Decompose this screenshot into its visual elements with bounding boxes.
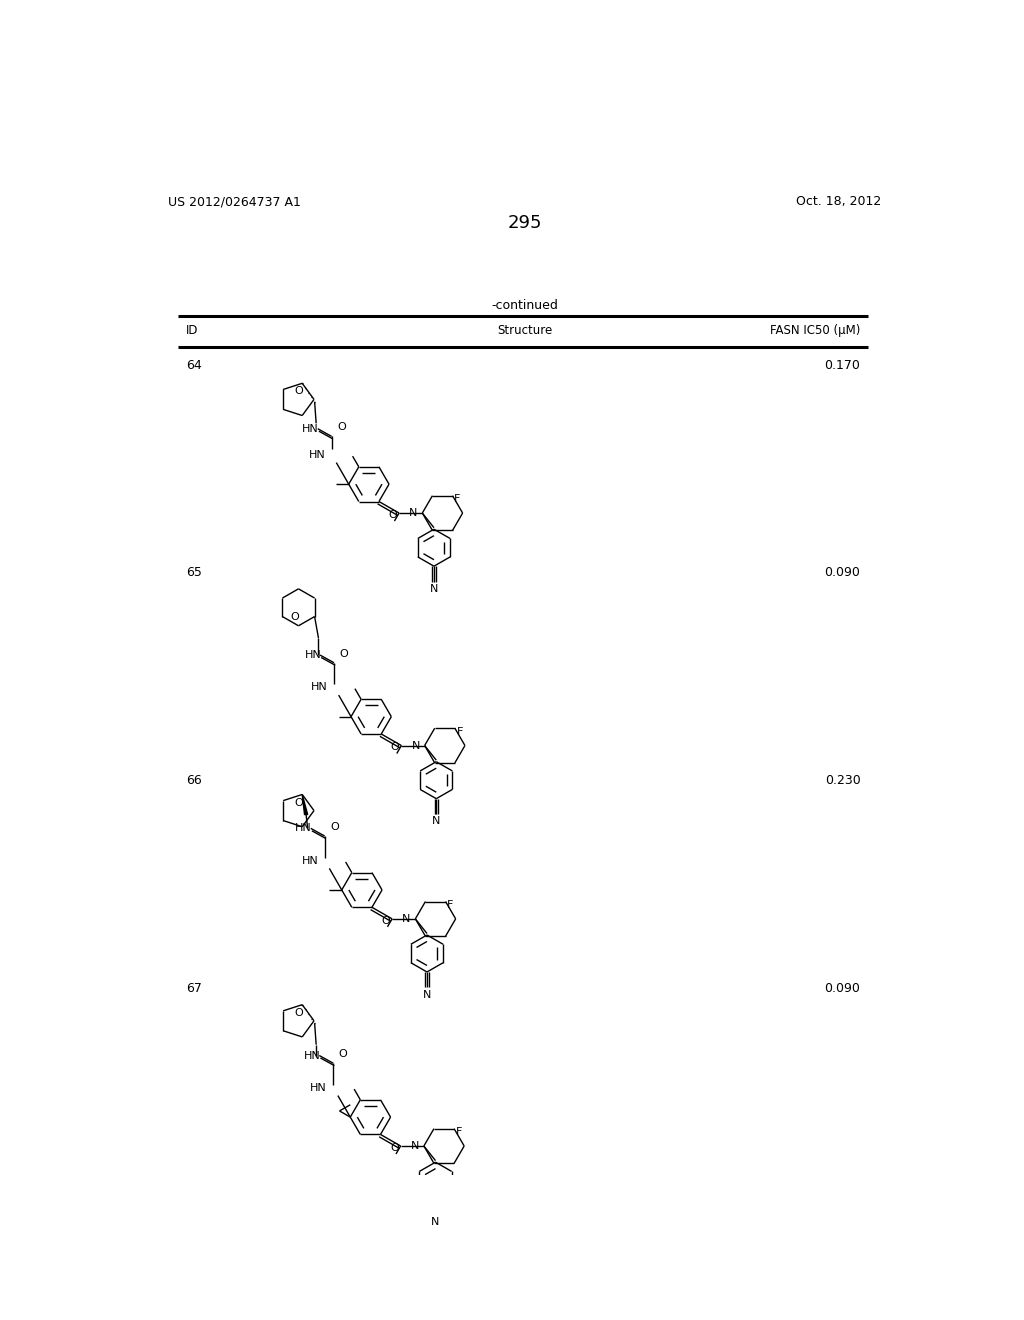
Text: HN: HN	[310, 682, 328, 693]
Text: O: O	[391, 742, 399, 752]
Text: HN: HN	[310, 1082, 327, 1093]
Text: F: F	[454, 494, 461, 504]
Text: N: N	[412, 741, 420, 751]
Text: 0.230: 0.230	[824, 775, 860, 788]
Text: HN: HN	[304, 649, 322, 660]
Text: Oct. 18, 2012: Oct. 18, 2012	[796, 195, 882, 209]
Text: N: N	[411, 1140, 419, 1151]
Text: 0.090: 0.090	[824, 982, 860, 995]
Text: 0.170: 0.170	[824, 359, 860, 372]
Text: -continued: -continued	[492, 300, 558, 313]
Text: O: O	[337, 422, 346, 432]
Text: HN: HN	[308, 450, 326, 459]
Text: HN: HN	[301, 855, 318, 866]
Polygon shape	[302, 795, 307, 814]
Text: FASN IC50 (μM): FASN IC50 (μM)	[770, 323, 860, 337]
Text: F: F	[457, 726, 463, 737]
Text: 295: 295	[508, 214, 542, 232]
Text: US 2012/0264737 A1: US 2012/0264737 A1	[168, 195, 301, 209]
Text: 67: 67	[186, 982, 202, 995]
Text: O: O	[339, 648, 348, 659]
Text: F: F	[456, 1127, 462, 1137]
Text: N: N	[431, 1217, 439, 1226]
Text: N: N	[423, 990, 431, 999]
Text: N: N	[432, 816, 440, 826]
Text: N: N	[410, 508, 418, 517]
Text: Structure: Structure	[498, 323, 552, 337]
Text: N: N	[430, 583, 438, 594]
Text: F: F	[447, 900, 454, 909]
Text: 66: 66	[186, 775, 202, 788]
Text: ID: ID	[186, 323, 199, 337]
Text: HN: HN	[295, 824, 312, 833]
Text: 65: 65	[186, 566, 202, 579]
Text: 64: 64	[186, 359, 202, 372]
Text: O: O	[388, 510, 397, 520]
Text: O: O	[295, 1007, 303, 1018]
Text: HN: HN	[302, 424, 318, 434]
Text: N: N	[402, 913, 411, 924]
Text: 0.090: 0.090	[824, 566, 860, 579]
Text: O: O	[295, 387, 303, 396]
Text: O: O	[295, 797, 303, 808]
Text: O: O	[382, 916, 390, 925]
Text: HN: HN	[304, 1051, 321, 1060]
Text: O: O	[390, 1143, 398, 1152]
Text: O: O	[330, 822, 339, 832]
Text: O: O	[290, 612, 299, 622]
Text: O: O	[339, 1049, 347, 1059]
